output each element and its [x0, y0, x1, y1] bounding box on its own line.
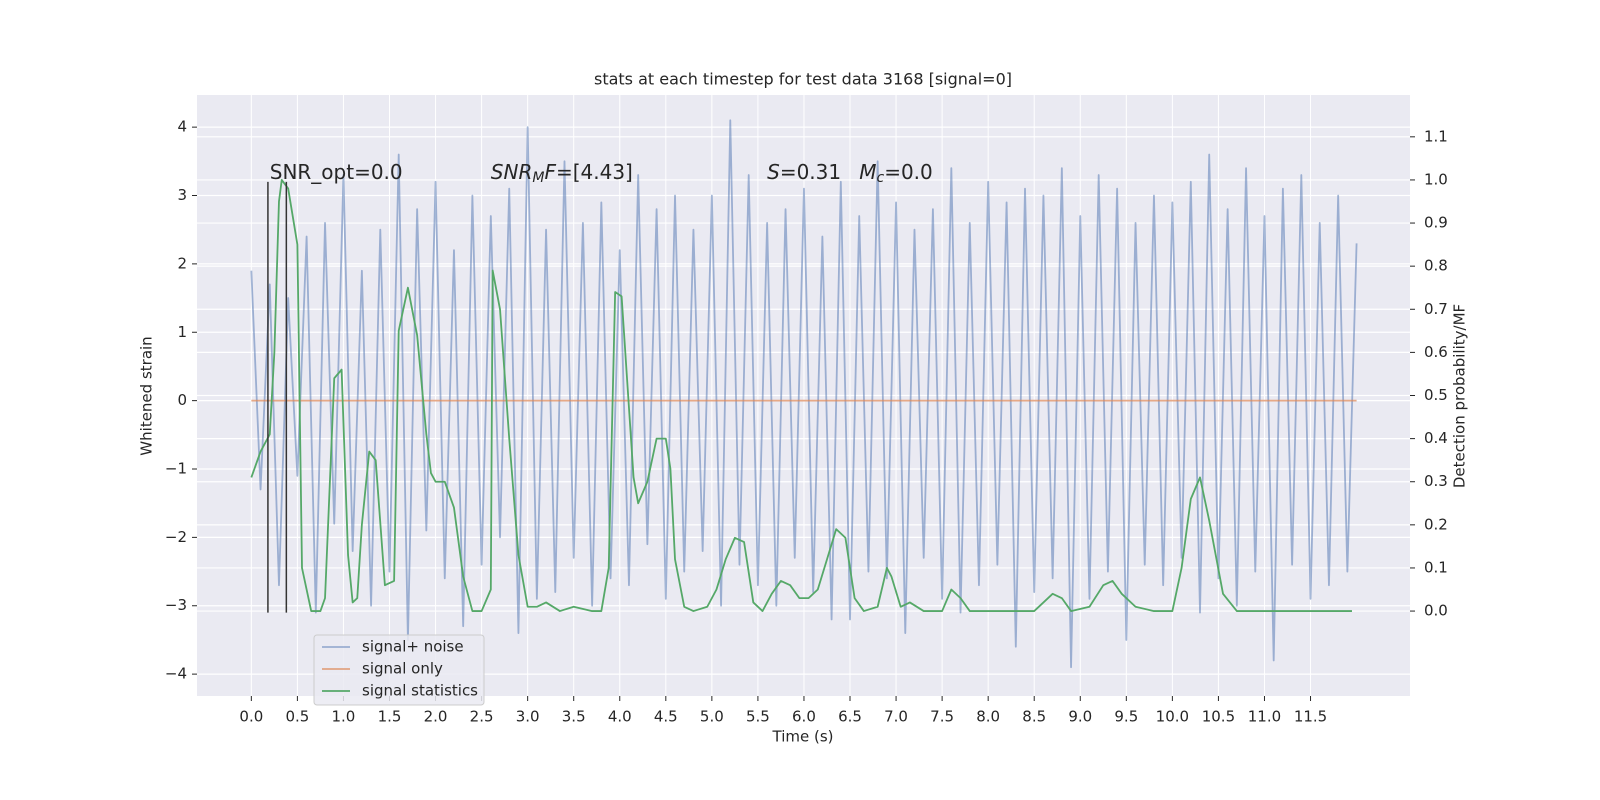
y-tick-label: 1: [177, 323, 187, 341]
x-tick-label: 0.0: [239, 708, 263, 726]
legend-box: [313, 634, 485, 706]
x-tick-label: 0.5: [285, 708, 309, 726]
y2-tick-label: 0.2: [1424, 515, 1448, 533]
y2-tick-label: 0.8: [1424, 257, 1448, 275]
y-tick-label: −3: [165, 596, 187, 614]
annotation-part: M: [859, 159, 876, 183]
y2-tick-label: 1.1: [1424, 127, 1448, 145]
series-line: [250, 179, 1352, 612]
y2-tick-label: 0.3: [1424, 472, 1448, 490]
x-axis-label: Time (s): [772, 728, 834, 746]
y-tick-label: 3: [177, 186, 187, 204]
y-tick-label: −4: [165, 665, 187, 683]
y-tick-label: 2: [177, 254, 187, 272]
x-tick-label: 4.0: [608, 708, 632, 726]
annotation-part: SNR: [491, 159, 533, 183]
x-tick-label: 7.0: [884, 708, 908, 726]
annotation: Mc=0.0: [859, 159, 933, 186]
y2-tick-label: 0.4: [1424, 429, 1448, 447]
annotation: SNRMF=[4.43]: [491, 159, 633, 186]
y2-tick-label: 0.7: [1424, 300, 1448, 318]
chart-title: stats at each timestep for test data 316…: [594, 70, 1012, 89]
annotation-part: =0.0: [884, 159, 933, 183]
y-tick-label: 0: [177, 391, 187, 409]
x-tick-label: 7.5: [930, 708, 954, 726]
annotation-part: S: [767, 159, 780, 183]
x-tick-label: 8.5: [1022, 708, 1046, 726]
annotation-part: c: [876, 170, 884, 186]
x-tick-label: 3.0: [516, 708, 540, 726]
y2-axis-label: Detection probability/MF: [1451, 304, 1469, 488]
annotation: S=0.31: [767, 159, 841, 183]
x-tick-label: 10.5: [1202, 708, 1235, 726]
x-tick-label: 1.0: [332, 708, 356, 726]
annotation-part: =0.31: [780, 159, 841, 183]
annotation-part: M: [532, 170, 544, 186]
x-tick-label: 6.0: [792, 708, 816, 726]
x-tick-label: 5.5: [746, 708, 770, 726]
series-line: [250, 119, 1358, 669]
y-axis-label: Whitened strain: [138, 336, 156, 455]
annotation-part: F: [544, 159, 556, 183]
annotation-part: SNR_opt=0.0: [270, 159, 403, 183]
x-tick-label: 3.5: [562, 708, 586, 726]
y2-tick-label: 0.9: [1424, 214, 1448, 232]
x-tick-label: 2.5: [470, 708, 494, 726]
legend-label: signal statistics: [362, 682, 478, 700]
x-tick-label: 9.0: [1068, 708, 1092, 726]
x-tick-label: 2.0: [424, 708, 448, 726]
y-tick-label: −2: [165, 528, 187, 546]
x-tick-label: 6.5: [838, 708, 862, 726]
x-tick-label: 9.5: [1114, 708, 1138, 726]
x-tick-label: 11.0: [1248, 708, 1281, 726]
y2-tick-label: 0.1: [1424, 558, 1448, 576]
y-tick-label: 4: [177, 118, 187, 136]
x-tick-label: 4.5: [654, 708, 678, 726]
x-tick-label: 11.5: [1294, 708, 1327, 726]
y2-tick-label: 0.0: [1424, 602, 1448, 620]
x-tick-label: 1.5: [378, 708, 402, 726]
y2-tick-label: 0.6: [1424, 343, 1448, 361]
x-tick-label: 10.0: [1156, 708, 1189, 726]
y-tick-label: −1: [165, 460, 187, 478]
x-tick-label: 5.0: [700, 708, 724, 726]
x-tick-label: 8.0: [976, 708, 1000, 726]
legend-label: signal+ noise: [362, 638, 464, 656]
y2-tick-label: 1.0: [1424, 170, 1448, 188]
y2-tick-label: 0.5: [1424, 386, 1448, 404]
annotation: SNR_opt=0.0: [270, 159, 403, 183]
legend-label: signal only: [362, 660, 443, 678]
annotation-part: =[4.43]: [556, 159, 633, 183]
